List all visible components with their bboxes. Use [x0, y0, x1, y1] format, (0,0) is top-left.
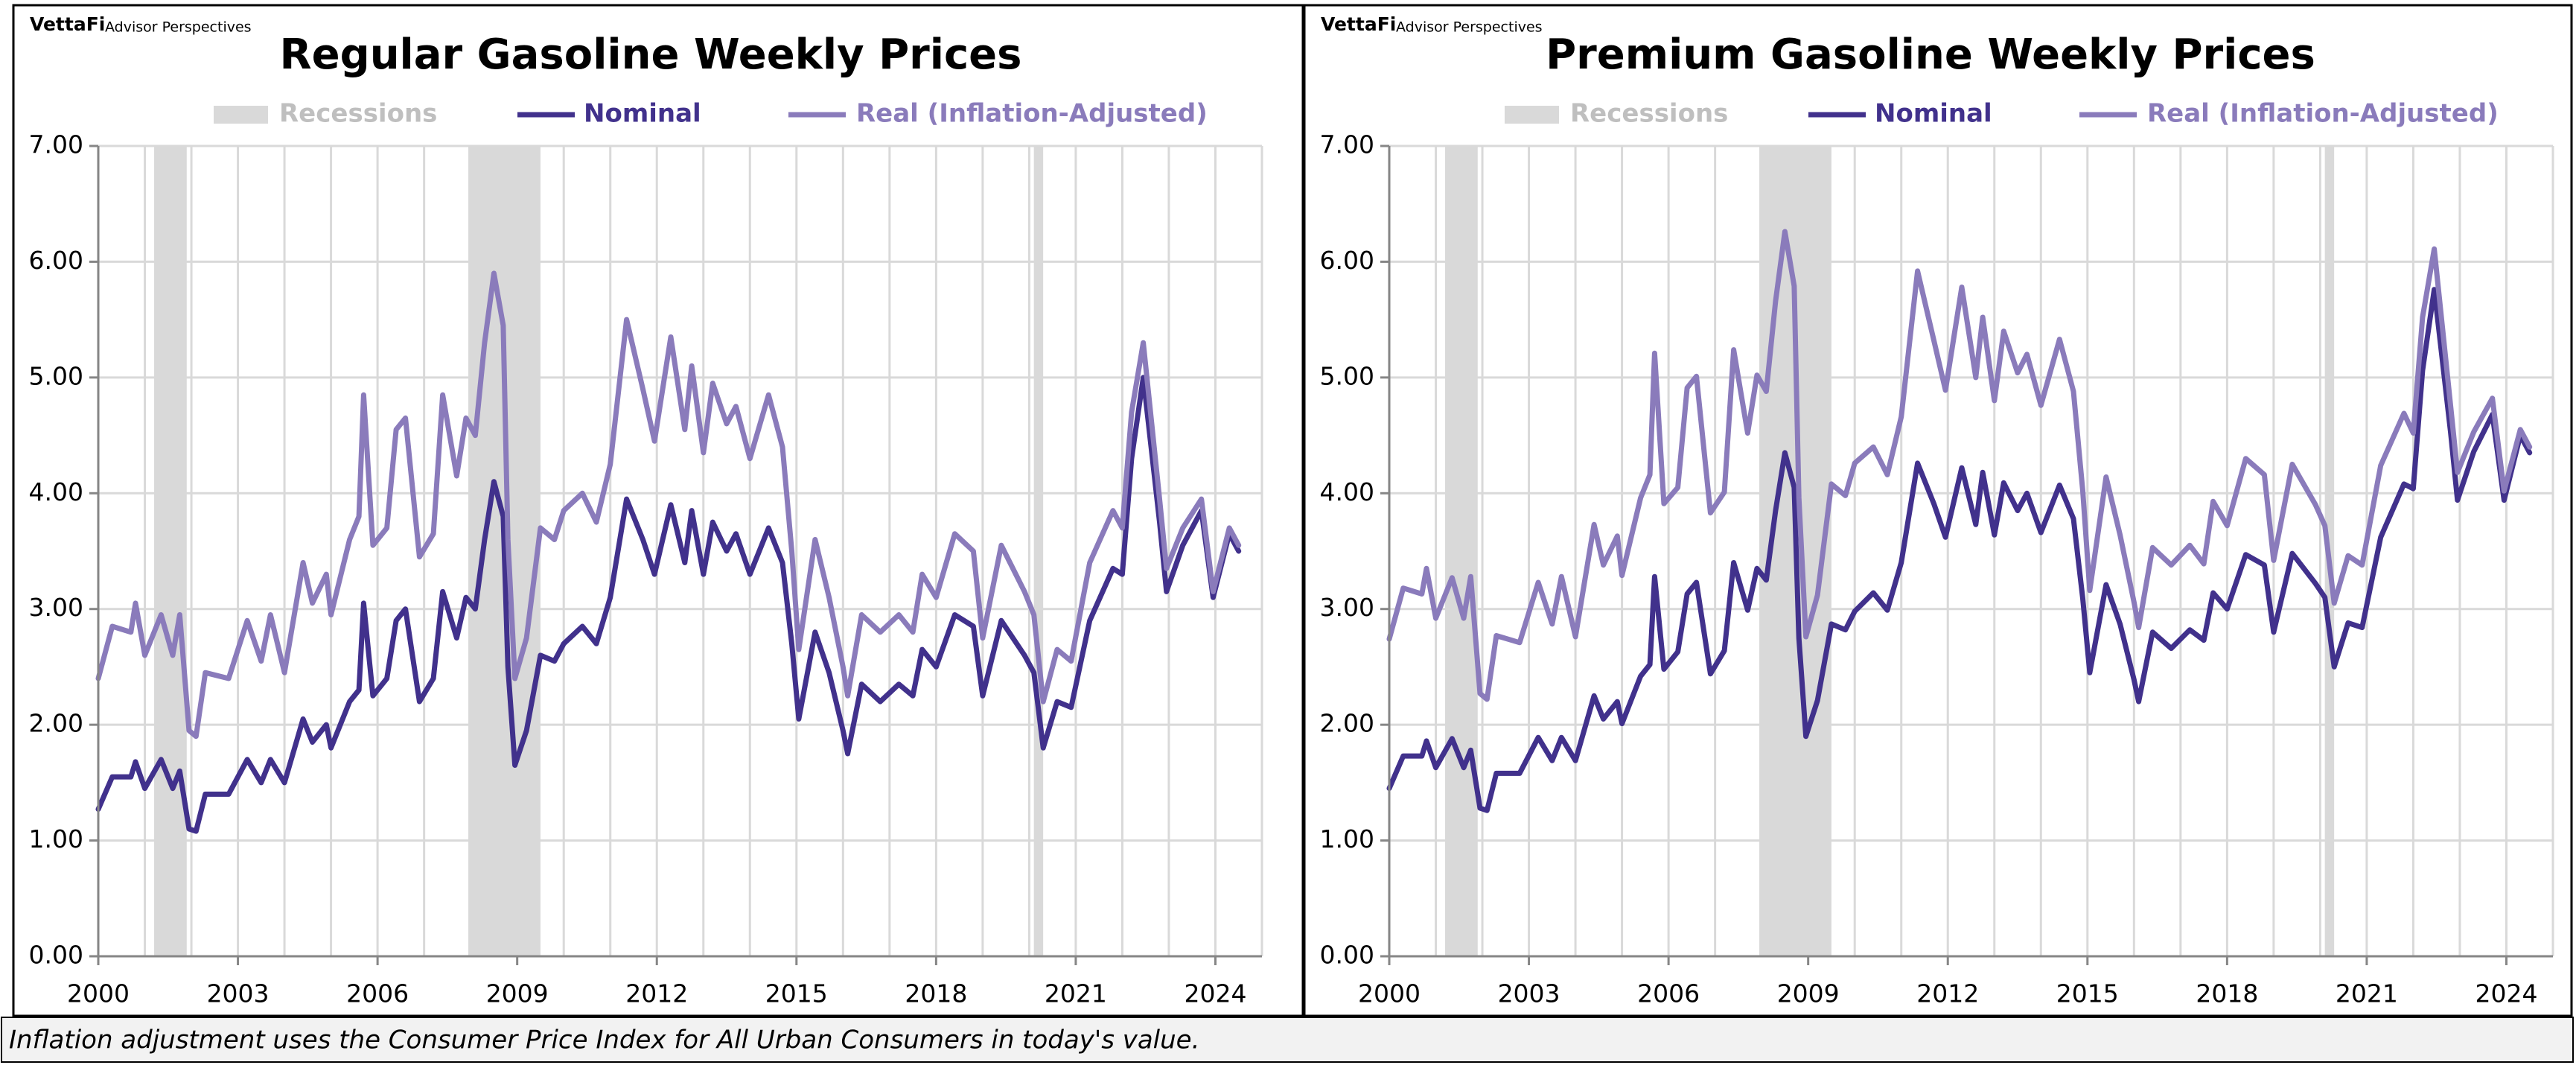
- series-line: [95, 375, 1242, 834]
- legend-label: Real (Inflation-Adjusted): [2147, 99, 2499, 129]
- x-tick-label: 2009: [486, 979, 549, 1008]
- x-tick-label: 2015: [2056, 979, 2119, 1008]
- panel-frame: [1303, 4, 2573, 1017]
- recession-band: [1033, 146, 1044, 956]
- footnote: Inflation adjustment uses the Consumer P…: [9, 1026, 1199, 1055]
- series-line: [1386, 287, 2533, 813]
- y-tick-label: 0.00: [1320, 941, 1374, 970]
- y-tick-label: 0.00: [29, 941, 83, 970]
- x-tick-label: 2018: [2196, 979, 2258, 1008]
- x-tick-label: 2000: [1358, 979, 1421, 1008]
- brand-logo: VettaFi: [1321, 13, 1396, 35]
- legend-label: Nominal: [584, 99, 701, 129]
- recession-band: [1445, 146, 1478, 956]
- x-tick-label: 2006: [1637, 979, 1700, 1008]
- brand-source: Advisor Perspectives: [105, 19, 252, 36]
- y-tick-label: 7.00: [29, 130, 83, 159]
- x-tick-label: 2024: [1184, 979, 1246, 1008]
- y-tick-label: 5.00: [1320, 361, 1374, 390]
- x-tick-label: 2000: [67, 979, 130, 1008]
- legend-label: Nominal: [1875, 99, 1992, 129]
- brand-logo: VettaFi: [30, 13, 105, 35]
- panel-frame: [12, 4, 1304, 1017]
- x-tick-label: 2021: [1045, 979, 1107, 1008]
- brand-source: Advisor Perspectives: [1396, 19, 1543, 36]
- x-tick-label: 2003: [207, 979, 270, 1008]
- y-tick-label: 5.00: [29, 361, 83, 390]
- x-tick-label: 2024: [2475, 979, 2537, 1008]
- x-tick-label: 2012: [1916, 979, 1979, 1008]
- y-tick-label: 6.00: [1320, 246, 1374, 275]
- y-tick-label: 7.00: [1320, 130, 1374, 159]
- legend-swatch: [214, 106, 268, 124]
- y-tick-label: 3.00: [1320, 593, 1374, 622]
- legend-label: Recessions: [279, 99, 437, 129]
- chart-title: Premium Gasoline Weekly Prices: [1546, 31, 2315, 79]
- y-tick-label: 3.00: [29, 593, 83, 622]
- y-tick-label: 1.00: [1320, 824, 1374, 853]
- y-tick-label: 6.00: [29, 246, 83, 275]
- legend-label: Real (Inflation-Adjusted): [856, 99, 1208, 129]
- recession-band: [154, 146, 187, 956]
- series-line: [95, 270, 1242, 740]
- footer-band: [1, 1017, 2574, 1063]
- legend-swatch: [1505, 106, 1559, 124]
- y-tick-label: 4.00: [29, 477, 83, 506]
- y-tick-label: 4.00: [1320, 477, 1374, 506]
- chart-title: Regular Gasoline Weekly Prices: [280, 31, 1022, 79]
- y-tick-label: 2.00: [29, 709, 83, 738]
- legend-label: Recessions: [1570, 99, 1728, 129]
- x-tick-label: 2006: [346, 979, 409, 1008]
- series-line: [1386, 229, 2533, 702]
- x-tick-label: 2018: [905, 979, 967, 1008]
- x-tick-label: 2012: [625, 979, 688, 1008]
- x-tick-label: 2015: [765, 979, 828, 1008]
- x-tick-label: 2003: [1498, 979, 1560, 1008]
- y-tick-label: 1.00: [29, 824, 83, 853]
- y-tick-label: 2.00: [1320, 709, 1374, 738]
- x-tick-label: 2009: [1777, 979, 1840, 1008]
- x-tick-label: 2021: [2336, 979, 2398, 1008]
